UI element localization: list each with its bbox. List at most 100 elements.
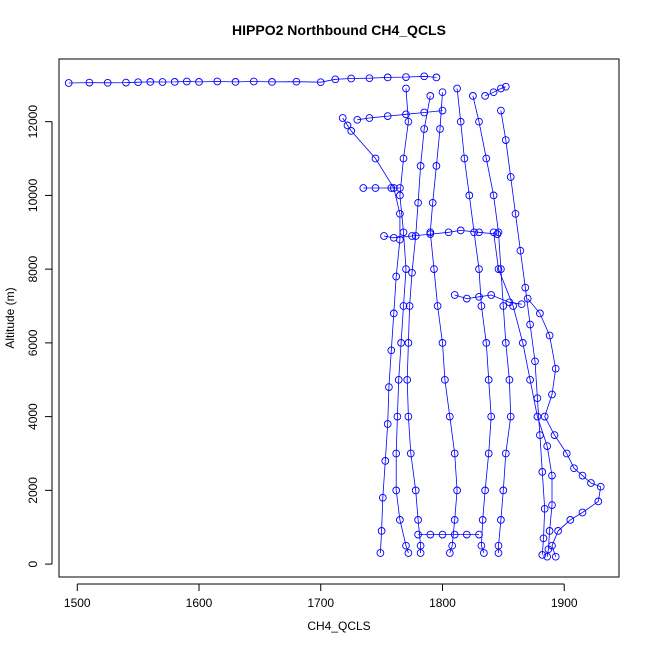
data-point-4-14	[445, 549, 454, 557]
data-point-6-8	[505, 375, 514, 384]
data-point-8-1	[494, 265, 503, 273]
series-line-5	[456, 88, 492, 554]
plot-frame	[58, 58, 620, 578]
data-point-1-9	[387, 346, 396, 355]
series-line-1	[342, 117, 401, 554]
x-tick-label: 1600	[186, 596, 213, 610]
data-point-15-2	[497, 84, 505, 93]
data-point-1-12	[381, 457, 390, 465]
data-point-9-4	[548, 390, 556, 399]
data-point-0-0	[64, 79, 73, 87]
data-point-2-1	[404, 117, 413, 126]
data-point-11-3	[402, 110, 410, 119]
data-point-8-0	[489, 228, 498, 237]
data-point-3-13	[416, 541, 425, 550]
data-point-9-1	[536, 309, 544, 318]
data-point-0-2	[103, 78, 112, 87]
x-tick-label: 1500	[64, 596, 91, 610]
data-point-4-0	[438, 88, 447, 97]
data-point-7-0	[497, 106, 505, 115]
data-point-1-3	[371, 154, 380, 163]
data-point-9-11	[596, 482, 605, 491]
data-point-4-13	[448, 541, 457, 550]
data-point-0-6	[158, 78, 167, 86]
data-point-9-6	[550, 431, 559, 439]
series-line-9	[527, 298, 602, 557]
data-point-0-21	[420, 72, 429, 81]
data-point-2-9	[393, 412, 402, 421]
y-tick-label: 12000	[26, 105, 40, 139]
data-point-3-5	[408, 268, 416, 277]
data-point-10-5	[456, 226, 465, 235]
data-point-2-14	[404, 549, 413, 557]
data-point-6-2	[482, 154, 491, 163]
data-point-6-10	[501, 449, 510, 458]
data-point-3-3	[414, 198, 422, 207]
data-point-5-14	[480, 549, 488, 557]
data-point-8-3	[518, 339, 527, 347]
data-point-0-20	[402, 73, 410, 81]
data-point-6-0	[469, 92, 477, 100]
data-point-3-11	[411, 486, 420, 495]
data-point-3-9	[404, 412, 413, 421]
y-tick-label: 4000	[26, 403, 40, 430]
data-point-6-6	[499, 302, 508, 310]
data-point-0-9	[195, 78, 203, 86]
data-point-5-1	[456, 117, 465, 126]
data-point-5-8	[484, 375, 493, 384]
data-point-9-5	[540, 412, 549, 421]
data-point-2-5	[402, 265, 410, 273]
y-tick-label: 0	[26, 560, 40, 567]
data-point-0-4	[134, 78, 142, 87]
data-point-9-8	[570, 464, 578, 473]
data-point-3-7	[404, 339, 413, 347]
data-point-14-1	[462, 294, 471, 303]
data-point-10-2	[408, 232, 416, 240]
data-point-14-4	[505, 298, 514, 307]
data-point-0-5	[146, 78, 155, 86]
data-point-7-1	[501, 136, 510, 144]
data-point-11-1	[365, 114, 374, 122]
axes: 1500 1600 1700 1800 1900 0 2000 4000 6000 8000 100…	[26, 105, 578, 610]
data-point-6-13	[494, 541, 503, 550]
data-point-9-15	[554, 527, 562, 535]
data-point-5-7	[482, 339, 491, 347]
data-point-13-4	[462, 530, 471, 539]
y-tick-label: 10000	[26, 178, 40, 212]
data-point-5-10	[484, 449, 493, 458]
data-point-15-1	[489, 88, 498, 97]
data-point-0-7	[170, 78, 179, 86]
data-point-7-6	[526, 320, 534, 329]
data-point-0-12	[249, 77, 258, 86]
series-line-14	[454, 294, 522, 305]
series-line-3	[406, 95, 431, 553]
data-point-4-11	[453, 486, 461, 495]
data-point-14-0	[450, 291, 459, 299]
data-point-1-7	[392, 272, 401, 281]
data-point-1-15	[376, 549, 385, 557]
data-point-6-14	[494, 549, 503, 557]
data-point-9-10	[587, 479, 595, 487]
data-point-5-3	[465, 191, 474, 200]
data-point-13-0	[414, 530, 422, 539]
data-point-9-12	[594, 497, 603, 506]
data-point-0-14	[292, 77, 301, 86]
y-tick-label: 2000	[26, 477, 40, 504]
data-point-15-0	[481, 92, 489, 100]
data-point-4-8	[441, 375, 449, 384]
data-point-7-12	[539, 534, 548, 543]
data-point-15-3	[501, 82, 510, 91]
data-point-6-4	[494, 228, 503, 237]
data-point-6-11	[499, 486, 508, 495]
data-point-6-12	[497, 516, 505, 524]
data-point-4-7	[438, 339, 447, 347]
data-point-9-14	[566, 516, 575, 524]
data-point-8-9	[545, 527, 554, 535]
data-point-0-19	[383, 73, 392, 82]
data-point-10-3	[426, 230, 435, 238]
data-point-2-3	[396, 191, 404, 200]
data-point-4-9	[445, 412, 454, 421]
data-point-6-1	[475, 117, 483, 126]
